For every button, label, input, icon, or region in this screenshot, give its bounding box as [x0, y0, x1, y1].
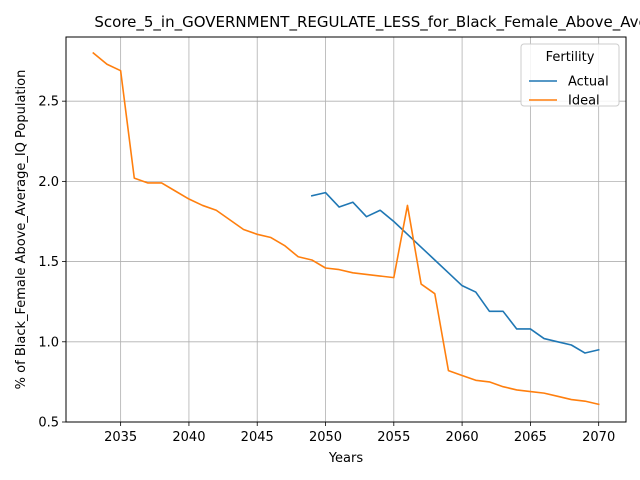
y-tick-label: 1.0: [38, 335, 59, 350]
y-tick-label: 0.5: [38, 416, 59, 431]
plot-frame: [65, 36, 627, 423]
y-tick-label: 1.5: [38, 255, 59, 270]
axis-ticks: 2035 2040 2045 2050 2055 2060 2065 2070 0.5 1.0 1.…: [38, 95, 615, 445]
y-tick-label: 2.0: [38, 175, 59, 190]
legend-box: [520, 43, 620, 107]
legend-title: Fertility: [546, 50, 595, 65]
y-axis-label: % of Black_Female Above_Average_IQ Popul…: [14, 70, 29, 390]
y-tick-label: 2.5: [38, 95, 59, 110]
legend-label-actual: Actual: [568, 75, 609, 90]
x-tick-label: 2070: [582, 430, 615, 445]
x-tick-label: 2055: [377, 430, 410, 445]
x-tick-label: 2060: [446, 430, 479, 445]
series-layer: [92, 51, 600, 406]
x-tick-label: 2035: [104, 430, 137, 445]
x-axis-label: Years: [328, 451, 364, 466]
series-line-ideal: [92, 51, 600, 406]
legend-label-ideal: Ideal: [568, 94, 600, 109]
series-line-actual: [310, 191, 600, 354]
x-tick-label: 2065: [514, 430, 547, 445]
x-tick-label: 2050: [309, 430, 342, 445]
legend: Fertility Actual Ideal: [520, 43, 620, 109]
chart-title: Score_5_in_GOVERNMENT_REGULATE_LESS_for_…: [94, 13, 640, 32]
x-tick-label: 2045: [241, 430, 274, 445]
x-tick-label: 2040: [172, 430, 205, 445]
